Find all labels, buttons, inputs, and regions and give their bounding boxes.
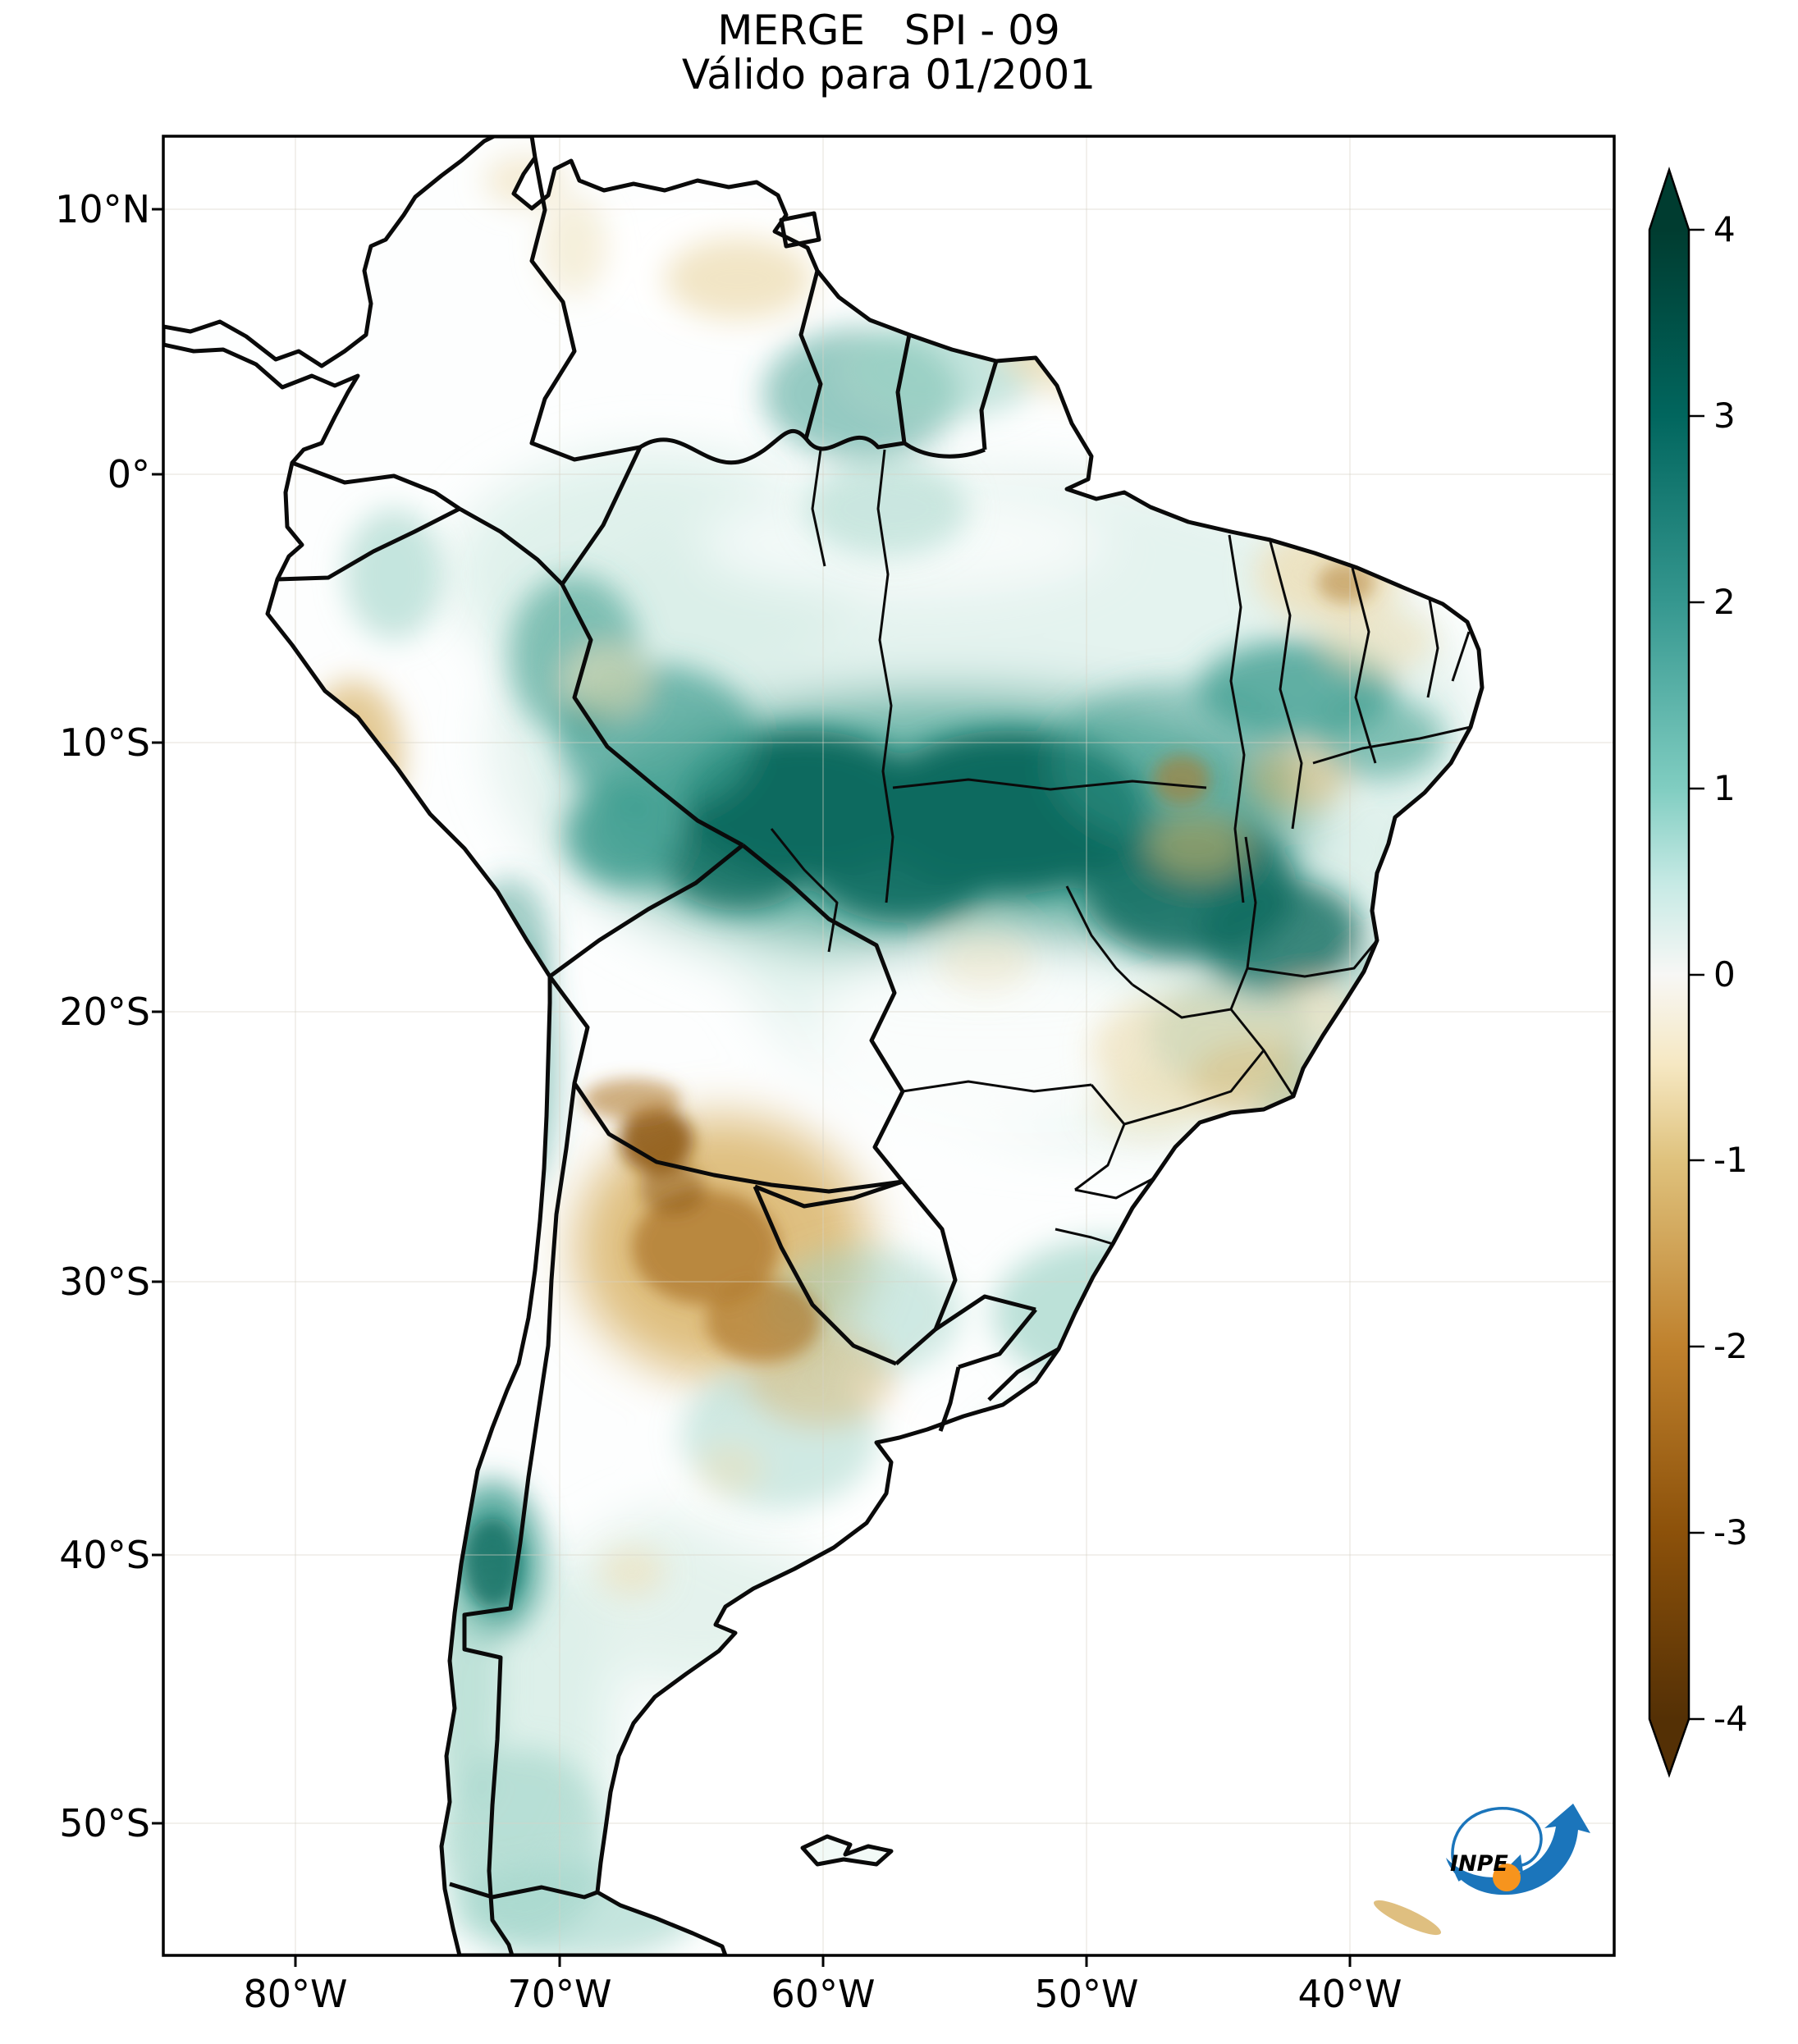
colorbar-tick-label: -4: [1713, 1699, 1748, 1739]
lon-tick-label: 60°W: [771, 1972, 876, 2016]
colorbar-tick-label: 2: [1713, 582, 1736, 622]
lat-tick-label: 30°S: [59, 1260, 150, 1304]
lon-tick-label: 40°W: [1297, 1972, 1402, 2016]
map-frame: [162, 135, 1616, 1957]
colorbar-tick-label: 1: [1713, 768, 1736, 808]
colorbar-tick-label: 3: [1713, 396, 1736, 436]
lat-tick-label: 0°: [107, 452, 150, 496]
colorbar-ticks: [1689, 228, 1704, 1721]
coastline: [163, 136, 1482, 1955]
map-subtitle: Válido para 01/2001: [681, 51, 1096, 98]
state-borders: [770, 449, 1471, 1246]
colorbar-tick-label: 4: [1713, 209, 1736, 249]
colorbar-tick-label: -2: [1713, 1326, 1748, 1366]
island-data-streak: [1373, 1900, 1442, 1936]
lon-tick-label: 70°W: [507, 1972, 612, 2016]
colorbar: [1648, 166, 1704, 1778]
axis-ticks: [152, 208, 1352, 1967]
inpe-logo-text: INPE: [1450, 1851, 1508, 1877]
spi-anomaly-field: [304, 156, 1482, 1955]
lat-tick-label: 20°S: [59, 990, 150, 1034]
lat-tick-label: 10°S: [59, 720, 150, 765]
inpe-swoosh-arrow-icon: [1446, 1804, 1590, 1895]
gridlines: [163, 136, 1614, 1955]
map-plot-area: INPE: [163, 136, 1614, 1955]
inpe-orange-dot-icon: [1493, 1863, 1521, 1891]
lat-tick-label: 50°S: [59, 1801, 150, 1845]
colorbar-tick-label: -3: [1713, 1512, 1748, 1552]
colorbar-bar: [1648, 166, 1690, 1778]
magellan-strait-line: [449, 1882, 598, 1900]
lon-tick-label: 80°W: [243, 1972, 348, 2016]
inpe-logo: INPE: [1446, 1804, 1590, 1895]
map-title: MERGE SPI - 09: [717, 7, 1060, 54]
lat-tick-label: 40°S: [59, 1533, 150, 1577]
lat-tick-label: 10°N: [55, 187, 150, 231]
country-borders: [277, 157, 1060, 1955]
colorbar-tick-label: 0: [1713, 954, 1736, 995]
inpe-spiral-icon: [1451, 1807, 1543, 1882]
colorbar-tick-label: -1: [1713, 1140, 1748, 1180]
lon-tick-label: 50°W: [1034, 1972, 1139, 2016]
